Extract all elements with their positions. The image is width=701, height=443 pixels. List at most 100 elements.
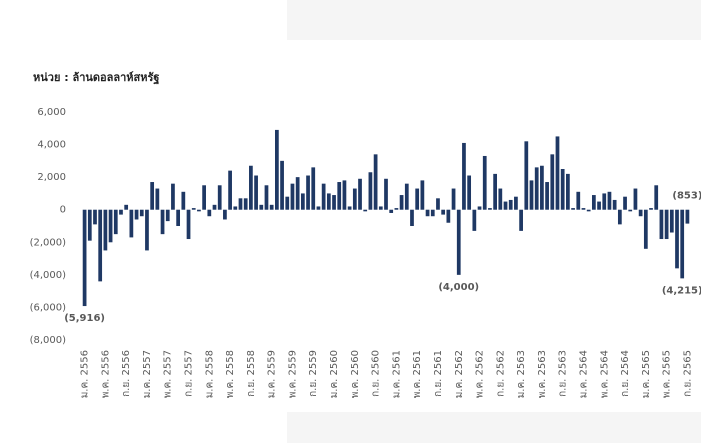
bar: [581, 208, 586, 210]
bar: [612, 199, 617, 210]
bar: [280, 160, 284, 210]
x-tick-label: พ.ค. 2558: [225, 350, 236, 398]
x-tick-label: พ.ค. 2561: [412, 350, 423, 398]
y-tick-label: (2,000): [30, 237, 67, 248]
y-tick-label: 0: [60, 205, 66, 216]
bar: [643, 209, 648, 249]
bar: [685, 209, 690, 224]
bar: [410, 209, 414, 226]
x-tick-label: ม.ค. 2558: [204, 350, 215, 398]
bar: [197, 209, 201, 212]
bar: [550, 154, 555, 210]
x-tick-label: ก.ย. 2558: [246, 350, 257, 397]
bar: [254, 175, 258, 210]
bar: [503, 201, 508, 210]
bar: [129, 209, 134, 238]
bar: [638, 209, 643, 217]
bar: [607, 191, 612, 210]
bar: [233, 206, 238, 210]
bar: [597, 201, 601, 210]
x-tick-label: พ.ค. 2565: [662, 350, 673, 398]
bar: [617, 209, 622, 225]
bar: [591, 195, 596, 210]
bar: [316, 206, 321, 210]
bar: [680, 209, 685, 279]
y-tick-label: 2,000: [37, 172, 66, 183]
bar: [602, 193, 607, 210]
bar: [571, 208, 575, 210]
value-label: (5,916): [64, 313, 105, 324]
bar: [347, 206, 352, 210]
bar: [441, 209, 446, 215]
panel: [287, 0, 701, 40]
bar: [155, 188, 160, 210]
bar: [654, 185, 659, 210]
unit-label: หน่วย : ล้านดอลลาห์สหรัฐ: [33, 71, 160, 85]
bar: [524, 141, 529, 210]
bar: [321, 183, 326, 210]
value-label: (4,000): [438, 282, 479, 293]
x-tick-label: ก.ย. 2562: [495, 350, 506, 397]
y-tick-label: 6,000: [37, 107, 66, 118]
bar: [311, 167, 316, 210]
bar: [217, 185, 222, 210]
bar: [228, 170, 232, 210]
bar: [295, 177, 300, 210]
bar: [446, 209, 451, 223]
bar: [358, 178, 362, 210]
bar: [529, 180, 534, 210]
bar: [82, 209, 87, 307]
bar: [508, 199, 513, 210]
bar: [98, 209, 103, 282]
bar: [249, 165, 253, 210]
bar: [373, 154, 378, 210]
bar: [467, 175, 472, 210]
x-tick-label: พ.ค. 2562: [475, 350, 486, 398]
bar: [399, 195, 404, 210]
bar: [93, 209, 97, 225]
bar: [628, 209, 633, 212]
bar: [212, 204, 217, 210]
bar: [498, 188, 503, 210]
bar: [306, 175, 310, 210]
bar: [113, 209, 118, 235]
bar: [519, 209, 523, 231]
bar: [451, 188, 456, 210]
bar: [207, 209, 212, 217]
bar: [576, 191, 581, 210]
bar: [108, 209, 113, 243]
bar: [134, 209, 139, 220]
bar: [363, 209, 368, 212]
x-tick-label: ม.ค. 2561: [391, 350, 402, 398]
x-tick-label: ม.ค. 2556: [80, 350, 91, 398]
bar: [384, 178, 388, 210]
bar: [540, 165, 544, 210]
x-tick-label: ก.ย. 2564: [620, 350, 631, 397]
x-tick-label: พ.ค. 2563: [537, 350, 548, 398]
bar: [171, 183, 175, 210]
x-tick-label: ก.ย. 2565: [682, 350, 693, 397]
bar: [238, 198, 243, 210]
bar: [103, 209, 108, 251]
bar: [269, 204, 274, 210]
x-tick-label: ม.ค. 2563: [516, 350, 527, 398]
x-tick-label: ก.ย. 2556: [121, 350, 132, 397]
bar: [477, 206, 482, 210]
x-tick-label: พ.ค. 2560: [350, 350, 361, 398]
bar: [202, 185, 206, 210]
bar: [482, 155, 487, 210]
bar: [420, 180, 425, 210]
bar: [378, 206, 383, 210]
bar: [493, 173, 497, 210]
bar: [275, 129, 279, 210]
bar: [290, 183, 295, 210]
bar: [145, 209, 149, 251]
value-label: (853): [672, 191, 701, 202]
bar: [259, 204, 264, 210]
bar: [664, 209, 669, 240]
bar: [165, 209, 170, 222]
bar: [87, 209, 92, 241]
bar: [545, 182, 549, 210]
y-tick-label: 4,000: [37, 140, 66, 151]
x-tick-label: พ.ค. 2556: [100, 350, 111, 398]
